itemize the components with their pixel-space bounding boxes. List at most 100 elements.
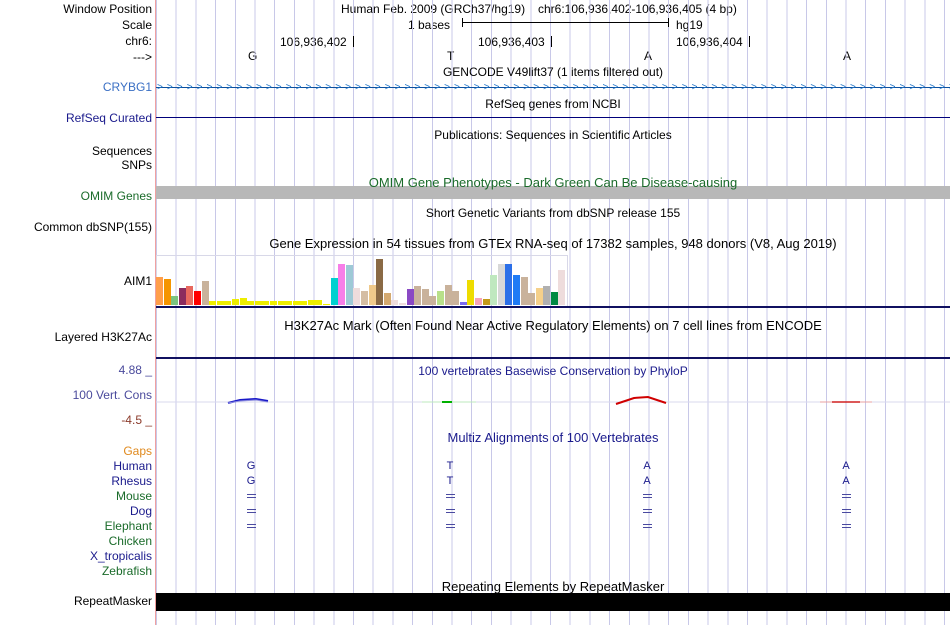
gtex-tissue-bar[interactable]	[436, 291, 444, 305]
sidebar-item-zebrafish[interactable]: Zebrafish	[101, 564, 152, 578]
crybg1-gene-arrow-line[interactable]: > > > > > > > > > > > > > > > > > > > > > > > > > > > > > > > > > > > > > > > >…	[156, 82, 950, 93]
gtex-tissue-bar[interactable]	[330, 278, 338, 305]
gtex-tissue-bar[interactable]	[376, 259, 384, 305]
gtex-tissue-bar[interactable]	[156, 277, 163, 305]
gtex-tissue-bar[interactable]	[528, 293, 536, 305]
gtex-tissue-bar[interactable]	[474, 298, 482, 305]
sidebar-item-crybg1[interactable]: CRYBG1	[102, 80, 152, 94]
gtex-tissue-bar[interactable]	[368, 285, 376, 305]
gtex-tissue-bar[interactable]	[452, 291, 460, 305]
gtex-tissue-bar[interactable]	[406, 289, 414, 305]
sidebar-item-human[interactable]: Human	[113, 459, 152, 473]
chrom-label: chr6:	[125, 34, 152, 48]
gtex-tissue-bar[interactable]	[429, 296, 437, 305]
gtex-tissue-bar[interactable]	[490, 275, 498, 305]
sidebar-item-100-vert-cons[interactable]: 100 Vert. Cons	[72, 388, 152, 402]
gtex-tissue-bar[interactable]	[262, 301, 270, 305]
sidebar-item-chicken[interactable]: Chicken	[108, 534, 152, 548]
gtex-tissue-bar[interactable]	[414, 286, 422, 305]
sidebar-item-common-dbsnp[interactable]: Common dbSNP(155)	[33, 220, 152, 234]
sidebar-item-rhesus[interactable]: Rhesus	[111, 474, 152, 488]
gtex-tissue-bar[interactable]	[224, 301, 232, 305]
gtex-tissue-bar[interactable]	[163, 279, 171, 305]
gene-direction-arrow-icon: >	[424, 82, 431, 93]
gtex-tissue-bar[interactable]	[171, 296, 179, 305]
gtex-tissue-bar[interactable]	[285, 301, 293, 305]
gtex-tissue-bar[interactable]	[209, 301, 217, 305]
gtex-tissue-bar[interactable]	[292, 301, 300, 305]
refseq-curated-line[interactable]	[156, 117, 950, 118]
gene-direction-arrow-icon: >	[889, 82, 896, 93]
gtex-tissue-bar[interactable]	[383, 293, 391, 305]
gtex-tissue-bar[interactable]	[345, 265, 353, 305]
gtex-tissue-bar[interactable]	[338, 264, 346, 305]
gtex-track-title: Gene Expression in 54 tissues from GTEx …	[269, 236, 837, 251]
sidebar-item-repeatmasker[interactable]: RepeatMasker	[73, 594, 152, 608]
gene-direction-arrow-icon: >	[256, 82, 262, 93]
gene-direction-arrow-icon: >	[572, 82, 579, 93]
sidebar-item-refseq-curated[interactable]: RefSeq Curated	[65, 111, 152, 125]
gtex-tissue-bar[interactable]	[323, 304, 331, 305]
gene-direction-arrow-icon: >	[741, 82, 747, 93]
gtex-tissue-bar[interactable]	[535, 288, 543, 305]
gtex-tissue-bar[interactable]	[399, 303, 406, 305]
gtex-tissue-bar[interactable]	[459, 302, 467, 305]
gtex-tissue-bar[interactable]	[497, 264, 505, 305]
gtex-expression-chart[interactable]	[156, 255, 950, 307]
gene-direction-arrow-icon: >	[493, 82, 500, 93]
sidebar-item-layered-h3k27ac[interactable]: Layered H3K27Ac	[54, 330, 152, 344]
gtex-tissue-bar[interactable]	[231, 299, 239, 305]
gtex-tissue-bar[interactable]	[444, 285, 452, 305]
gtex-tissue-bar[interactable]	[307, 300, 315, 305]
gene-direction-arrow-icon: >	[473, 82, 480, 93]
gtex-tissue-bar[interactable]	[467, 280, 475, 305]
gtex-tissue-bar[interactable]	[186, 286, 194, 305]
sidebar-item-snps[interactable]: SNPs	[121, 158, 152, 172]
gtex-tissue-bar[interactable]	[361, 291, 369, 305]
sidebar-item-omim-genes[interactable]: OMIM Genes	[80, 189, 152, 203]
grid-lines	[156, 0, 950, 625]
repeatmasker-bar[interactable]	[156, 593, 950, 611]
gtex-tissue-bar[interactable]	[421, 289, 429, 305]
gtex-tissue-bar[interactable]	[558, 270, 566, 305]
gene-direction-arrow-icon: >	[513, 82, 520, 93]
sidebar-item-elephant[interactable]: Elephant	[104, 519, 152, 533]
sidebar-item-sequences[interactable]: Sequences	[91, 144, 152, 158]
gtex-tissue-bar[interactable]	[216, 301, 224, 305]
gtex-tissue-bar[interactable]	[247, 301, 255, 305]
gtex-tissue-bar[interactable]	[269, 301, 277, 305]
gene-direction-arrow-icon: >	[939, 82, 945, 93]
gene-direction-arrow-icon: >	[879, 82, 886, 93]
gtex-tissue-bar[interactable]	[239, 298, 247, 305]
gtex-tissue-bar[interactable]	[550, 292, 558, 305]
gtex-tissue-bar[interactable]	[505, 264, 513, 305]
gtex-tissue-bar[interactable]	[277, 301, 285, 305]
gtex-tissue-bar[interactable]	[482, 299, 490, 305]
gtex-tissue-bar[interactable]	[193, 291, 201, 305]
gtex-tissue-bar[interactable]	[391, 300, 399, 305]
gtex-tissue-bar[interactable]	[315, 300, 323, 305]
gene-direction-arrow-icon: >	[335, 82, 342, 93]
gtex-tissue-bar[interactable]	[353, 288, 361, 305]
h3k27ac-baseline	[156, 357, 950, 359]
coord-tick-1	[353, 36, 354, 47]
gtex-tissue-bar[interactable]	[178, 288, 186, 305]
sidebar-item-x-tropicalis[interactable]: X_tropicalis	[89, 549, 152, 563]
refseq-track-title: RefSeq genes from NCBI	[485, 97, 621, 111]
phylop-conservation-wiggle[interactable]	[156, 380, 950, 426]
sidebar-item-aim1[interactable]: AIM1	[123, 274, 152, 288]
gene-direction-arrow-icon: >	[315, 82, 322, 93]
cons-min-value: -4.5 _	[121, 413, 152, 427]
gtex-tissue-bar[interactable]	[254, 301, 262, 305]
gtex-tissue-bar[interactable]	[201, 281, 209, 305]
track-label-column: Window Position Scale chr6: ---> CRYBG1 …	[0, 0, 156, 625]
gtex-tissue-bar[interactable]	[520, 277, 528, 305]
gene-direction-arrow-icon: >	[661, 82, 668, 93]
gtex-tissue-bar[interactable]	[512, 275, 520, 305]
gene-direction-arrow-icon: >	[404, 82, 411, 93]
sidebar-item-dog[interactable]: Dog	[129, 504, 152, 518]
sidebar-item-gaps[interactable]: Gaps	[123, 444, 152, 458]
gtex-tissue-bar[interactable]	[543, 286, 551, 305]
gtex-tissue-bar[interactable]	[300, 301, 308, 305]
sidebar-item-mouse[interactable]: Mouse	[115, 489, 152, 503]
